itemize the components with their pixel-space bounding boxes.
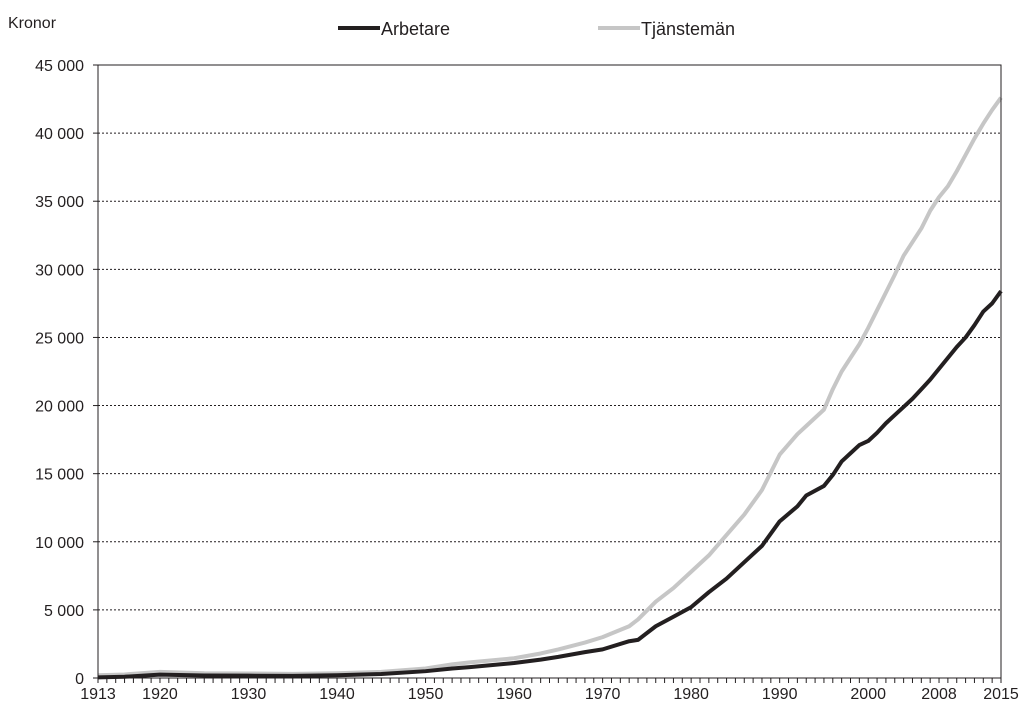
y-tick-label: 0 [75, 671, 84, 688]
legend-item-tjänstemän: Tjänstemän [598, 19, 735, 39]
x-tick-label: 1990 [762, 686, 798, 703]
x-tick-label: 1950 [408, 686, 444, 703]
y-tick-label: 20 000 [35, 399, 84, 416]
y-tick-label: 35 000 [35, 194, 84, 211]
legend: Arbetare Tjänstemän [338, 19, 735, 39]
y-tick-label: 15 000 [35, 467, 84, 484]
y-tick-label: 10 000 [35, 535, 84, 552]
legend-item-arbetare: Arbetare [338, 19, 450, 39]
y-tick-label: 40 000 [35, 126, 84, 143]
x-tick-label: 1913 [80, 686, 116, 703]
x-tick-label: 1960 [496, 686, 532, 703]
series-line-tjänstemän [97, 96, 1003, 678]
x-tick-label: 1980 [673, 686, 709, 703]
axes [93, 64, 1002, 683]
y-axis-label: Kronor [8, 15, 57, 32]
legend-label: Tjänstemän [641, 19, 735, 39]
y-tick-label: 45 000 [35, 58, 84, 75]
plot-frame [97, 64, 1002, 679]
x-tick-label: 2015 [983, 686, 1019, 703]
x-tick-label: 1970 [585, 686, 621, 703]
x-tick-label: 1940 [319, 686, 355, 703]
legend-label: Arbetare [381, 19, 450, 39]
series-lines [97, 96, 1003, 680]
y-tick-label: 30 000 [35, 262, 84, 279]
x-tick-label: 1920 [142, 686, 178, 703]
y-tick-label: 5 000 [44, 603, 84, 620]
tick-labels: 0 5 000 10 000 15 000 20 000 25 000 30 000 35 0… [35, 58, 1019, 703]
x-tick-label: 1930 [231, 686, 267, 703]
series-line-arbetare [97, 289, 1003, 680]
y-tick-label: 25 000 [35, 330, 84, 347]
x-tick-label: 2000 [850, 686, 886, 703]
x-tick-label: 2008 [921, 686, 957, 703]
grid-lines [98, 64, 1001, 611]
